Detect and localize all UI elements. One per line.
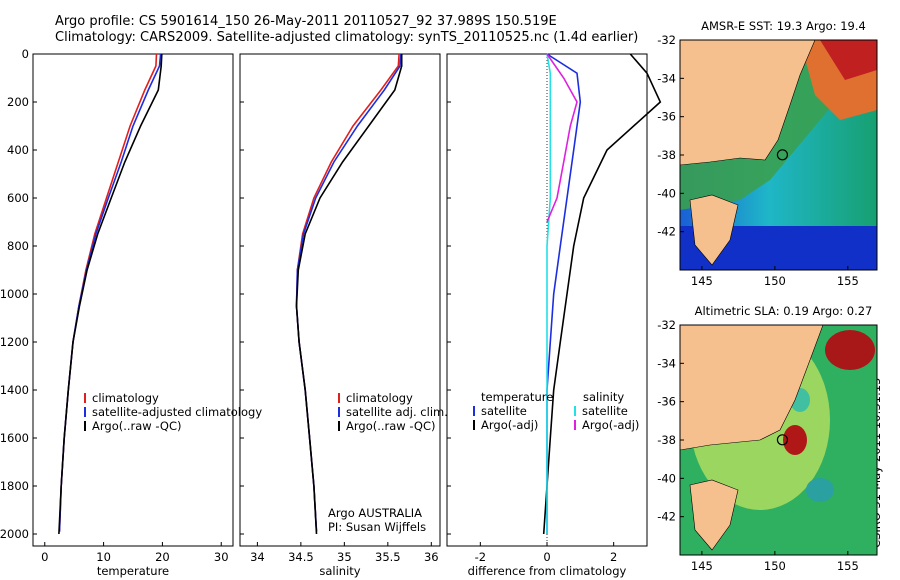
x-tick-label: 20 [155,550,170,564]
y-tick-label: 200 [7,95,29,109]
legend-title: salinity [583,390,624,404]
legend-label: climatology [346,391,413,405]
legend-label: Argo(..raw -QC) [92,419,182,433]
annotation-line: PI: Susan Wijffels [328,520,426,534]
series-line [58,53,158,532]
sst-mainland [680,40,816,166]
sla-high-anomaly-north [825,330,875,370]
map-y-tick-label: -36 [657,395,676,409]
map-x-tick-label: 155 [837,274,859,288]
y-tick-label: 400 [7,143,29,157]
y-tick-label: 1000 [0,287,29,301]
map-title: Altimetric SLA: 0.19 Argo: 0.27 [695,304,873,318]
map-y-tick-label: -42 [657,225,676,239]
legend-label: satellite-adjusted climatology [92,405,262,419]
argo-float-marker [776,434,789,446]
x-tick-label: 36 [424,550,439,564]
legend-label: Argo(-adj) [481,418,538,432]
legend-label: climatology [92,391,159,405]
y-tick-label: 1800 [0,479,29,493]
map-y-tick-label: -38 [657,148,676,162]
map-x-tick-label: 145 [691,559,713,573]
sla-high-anomaly-center [783,425,807,455]
y-tick-label: 1400 [0,383,29,397]
legend-label: satellite [582,404,628,418]
annotation-line: Argo AUSTRALIA [328,506,422,520]
y-tick-label: 0 [22,47,29,61]
y-tick-label: 1200 [0,335,29,349]
series-line [546,53,578,223]
figure-title-line2: Climatology: CARS2009. Satellite-adjuste… [55,30,639,45]
map-x-tick-label: 150 [764,559,786,573]
map-y-tick-label: -42 [657,510,676,524]
legend-label: Argo(-adj) [582,418,639,432]
x-tick-label: 34 [250,550,265,564]
map-x-tick-label: 145 [691,274,713,288]
map-title: AMSR-E SST: 19.3 Argo: 19.4 [701,19,866,33]
sla-map-panel [679,324,878,556]
sla-tasmania [689,479,739,551]
series-line [295,54,403,535]
map-y-tick-label: -40 [657,186,676,200]
legend-label: satellite adj. clim. [346,405,448,419]
legend-title: temperature [481,390,553,404]
series-line [542,53,662,535]
map-y-tick-label: -34 [657,71,676,85]
map-x-tick-label: 155 [837,559,859,573]
plot-frame [239,53,441,547]
salinity-panel: 34 34.5 35 35.5 36 salinity climatologysatelli… [239,53,448,578]
series-line [58,53,162,532]
x-axis-label: salinity [319,564,360,578]
x-tick-label: 35.5 [375,550,401,564]
figure-title-line1: Argo profile: CS 5901614_150 26-May-2011… [55,14,557,29]
sst-hottest-patch [820,40,877,80]
map-y-tick-label: -38 [657,433,676,447]
sla-mainland [680,325,824,451]
y-tick-label: 2000 [0,527,29,541]
x-tick-label: -2 [475,550,486,564]
y-tick-label: 1600 [0,431,29,445]
plot-frame [32,53,234,547]
map-y-tick-label: -36 [657,110,676,124]
legend-label: satellite [481,404,527,418]
map-y-tick-label: -32 [657,33,676,47]
x-tick-label: 35 [337,550,352,564]
map-x-tick-label: 150 [764,274,786,288]
map-y-tick-label: -40 [657,471,676,485]
x-axis-label: temperature [97,564,169,578]
map-y-tick-label: -32 [657,318,676,332]
series-line [546,53,582,534]
series-line [58,53,163,535]
argo-float-marker [776,149,789,161]
sst-map-panel [679,39,878,271]
x-tick-label: 34.5 [288,550,314,564]
x-tick-label: 0 [41,550,48,564]
x-tick-label: 2 [610,550,617,564]
x-tick-label: 0 [543,550,550,564]
y-tick-label: 600 [7,191,29,205]
sst-tasmania [689,194,739,266]
legend-label: Argo(..raw -QC) [346,419,436,433]
x-axis-label: difference from climatology [468,564,627,578]
series-line [546,53,552,534]
y-tick-label: 800 [7,239,29,253]
map-y-tick-label: -34 [657,356,676,370]
temperature-panel: 0 10 20 30 temperature 0 200 400 600 800 1000 1200 1… [0,47,262,578]
x-tick-label: 30 [214,550,229,564]
x-tick-label: 10 [96,550,111,564]
